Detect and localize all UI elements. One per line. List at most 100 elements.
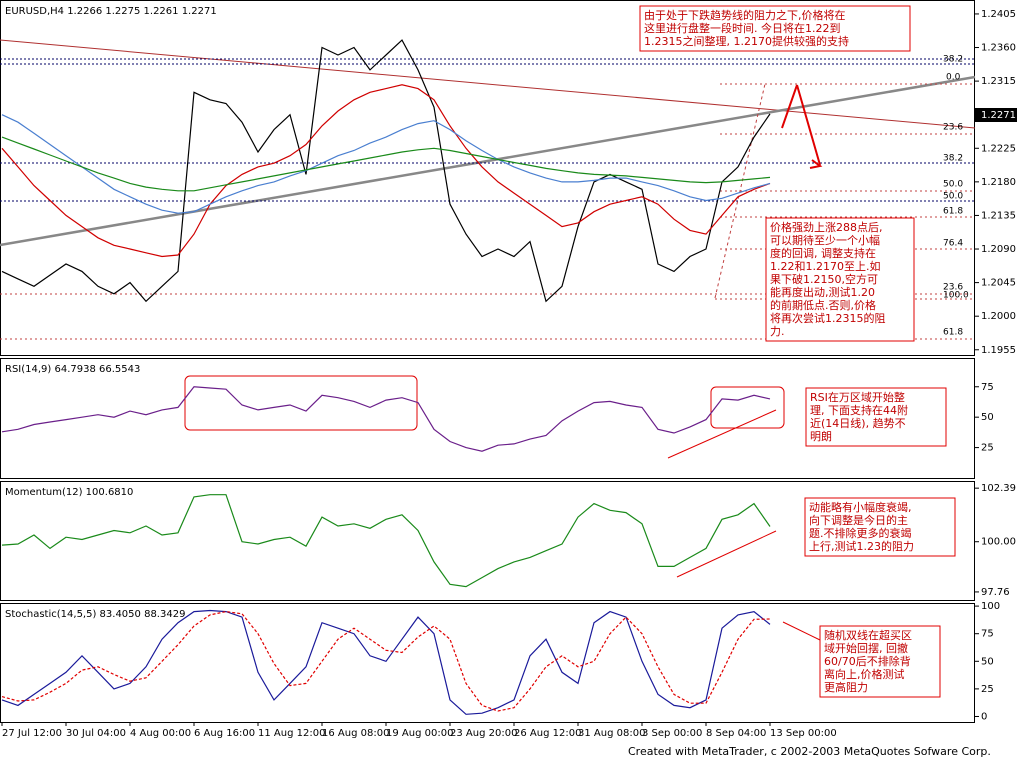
panel-title: Stochastic(14,5,5) 83.4050 88.3429 — [5, 609, 185, 620]
note-text: 近(14日线), 趋势不 — [810, 416, 906, 430]
note-box — [765, 217, 915, 342]
fib-label: 38.2 — [943, 154, 963, 164]
note-text: 将再次尝试1.2315的阻 — [770, 311, 886, 325]
note-text: 更高阻力 — [824, 680, 868, 694]
y-tick-label: 25 — [981, 684, 994, 695]
y-tick-label: 97.76 — [981, 587, 1010, 598]
y-tick-label: 50 — [981, 412, 994, 423]
y-tick-label: 1.2180 — [981, 177, 1016, 188]
fib-label: 61.8 — [943, 207, 963, 217]
y-tick-label: 1.2360 — [981, 43, 1016, 54]
y-tick-label: 75 — [981, 629, 994, 640]
x-tick-label: 4 Aug 00:00 — [130, 728, 191, 739]
y-tick-label: 75 — [981, 382, 994, 393]
rsi-box — [710, 386, 785, 429]
series-line — [1, 494, 771, 588]
series-line — [1, 114, 771, 214]
x-tick-label: 26 Aug 12:00 — [514, 728, 581, 739]
y-tick-label: 0 — [981, 711, 987, 722]
note-text: 题.不排除更多的衰竭 — [809, 526, 912, 540]
x-tick-label: 11 Aug 12:00 — [258, 728, 325, 739]
note-text: 60/70后不排除背 — [824, 654, 911, 668]
note-box — [805, 387, 947, 447]
note-text: 明朗 — [810, 430, 832, 443]
y-tick-label: 1.2405 — [981, 9, 1016, 20]
fib-label: 0.0 — [946, 73, 961, 83]
note-text: 1.2315之间整理, 1.2170提供较强的支持 — [644, 34, 849, 48]
x-tick-label: 8 Sep 04:00 — [706, 728, 766, 739]
y-tick-label: 1.2135 — [981, 210, 1016, 221]
x-tick-label: 3 Sep 00:00 — [642, 728, 702, 739]
note-text: 的前期低点.否则,价格 — [770, 298, 876, 312]
series-line — [1, 84, 771, 258]
panel-title: EURUSD,H4 1.2266 1.2275 1.2261 1.2271 — [5, 6, 217, 17]
note-text: 域开始回摆, 回撤 — [824, 641, 908, 655]
stochastic-panel — [0, 603, 975, 723]
momentum-support — [676, 530, 777, 578]
trend-line-down — [0, 39, 976, 129]
price-tag-bg — [975, 108, 1017, 122]
y-tick-label: 25 — [981, 443, 994, 454]
panel-title: Momentum(12) 100.6810 — [5, 487, 133, 498]
rsi-box — [184, 375, 418, 431]
note-text: 离向上,价格测试 — [824, 667, 905, 681]
y-tick-label: 100.00 — [981, 537, 1016, 548]
y-tick-label: 1.2090 — [981, 244, 1016, 255]
series-line — [1, 610, 771, 712]
fib-base — [714, 83, 766, 299]
series-line — [1, 609, 771, 715]
stoch-pointer — [782, 621, 821, 641]
note-text: 力. — [770, 325, 785, 338]
note-text: 上行,测试1.23的阻力 — [809, 539, 914, 553]
fib-label: 50.0 — [943, 192, 963, 202]
price-tag: 1.2271 — [981, 110, 1016, 121]
fib-label: 23.6 — [943, 123, 963, 133]
note-box — [804, 497, 956, 557]
y-tick-label: 102.39 — [981, 483, 1016, 494]
y-tick-label: 100 — [981, 601, 1000, 612]
x-tick-label: 19 Aug 00:00 — [386, 728, 453, 739]
note-text: 随机双线在超买区 — [824, 628, 912, 642]
note-text: 这里进行盘整一段时间. 今日将在1.22到 — [644, 21, 840, 35]
y-tick-label: 1.1955 — [981, 345, 1016, 356]
x-tick-label: 31 Aug 08:00 — [578, 728, 645, 739]
rsi-panel — [0, 358, 975, 479]
note-text: 1.22和1.2170至上.如 — [770, 259, 880, 273]
series-line — [1, 136, 771, 192]
fib-label: 38.2 — [943, 55, 963, 65]
y-tick-label: 1.2225 — [981, 143, 1016, 154]
momentum-panel — [0, 481, 975, 601]
series-line — [1, 386, 771, 452]
fib-label: 100.0 — [943, 291, 969, 301]
y-tick-label: 1.2315 — [981, 76, 1016, 87]
x-tick-label: 13 Sep 00:00 — [770, 728, 837, 739]
note-text: 动能略有小幅度衰竭, — [809, 500, 912, 514]
forecast-arrows — [781, 84, 821, 166]
series-line — [1, 39, 771, 303]
note-text: RSI在万区域开始整 — [810, 390, 905, 404]
note-text: 果下破1.2150,空方可 — [770, 272, 878, 286]
x-tick-label: 23 Aug 20:00 — [450, 728, 517, 739]
x-tick-label: 16 Aug 08:00 — [322, 728, 389, 739]
panel-title: RSI(14,9) 64.7938 66.5543 — [5, 364, 140, 375]
note-text: 由于处于下跌趋势线的阻力之下,价格将在 — [644, 8, 846, 22]
trend-line-up — [0, 75, 976, 247]
note-text: 价格强劲上涨288点后, — [770, 220, 883, 234]
y-tick-label: 1.2045 — [981, 278, 1016, 289]
dotted-levels — [0, 58, 975, 202]
fib-label: 61.8 — [943, 328, 963, 338]
x-tick-label: 6 Aug 16:00 — [194, 728, 255, 739]
note-text: 向下调整是今日的主 — [809, 513, 908, 527]
note-text: 理, 下面支持在44附 — [810, 403, 908, 417]
fib-label: 76.4 — [943, 239, 963, 249]
note-text: 度的回调, 调整支持在 — [770, 246, 876, 260]
note-box — [819, 625, 941, 698]
arrow-head — [809, 159, 823, 169]
footer: Created with MetaTrader, c 2002-2003 Met… — [628, 745, 991, 758]
rsi-support — [667, 409, 777, 459]
x-tick-label: 27 Jul 12:00 — [2, 728, 62, 739]
note-box — [639, 5, 911, 52]
